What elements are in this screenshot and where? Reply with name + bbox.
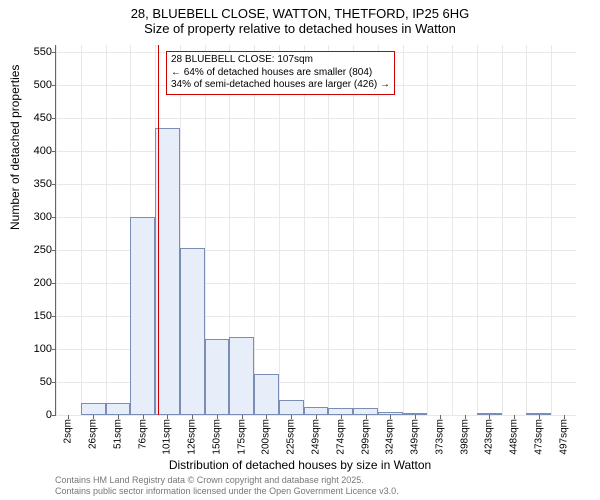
xtick-mark xyxy=(167,415,168,419)
xtick-mark xyxy=(242,415,243,419)
marker-line xyxy=(158,45,159,415)
xtick-mark xyxy=(93,415,94,419)
xtick-label: 324sqm xyxy=(385,419,396,455)
gridline-v xyxy=(526,45,527,415)
xtick-mark xyxy=(390,415,391,419)
xtick-label: 448sqm xyxy=(509,419,520,455)
gridline-h xyxy=(56,151,576,152)
xtick-mark xyxy=(564,415,565,419)
x-axis-label: Distribution of detached houses by size … xyxy=(0,458,600,472)
xtick-label: 175sqm xyxy=(236,419,247,455)
ytick-mark xyxy=(52,415,56,416)
annotation-box: 28 BLUEBELL CLOSE: 107sqm ← 64% of detac… xyxy=(166,51,395,95)
xtick-mark xyxy=(316,415,317,419)
xtick-label: 51sqm xyxy=(112,419,123,449)
histogram-bar xyxy=(180,248,205,415)
xtick-mark xyxy=(415,415,416,419)
gridline-h xyxy=(56,184,576,185)
histogram-bar xyxy=(205,339,230,415)
annotation-line: ← 64% of detached houses are smaller (80… xyxy=(171,67,390,80)
plot-area: 0501001502002503003504004505005502sqm26s… xyxy=(55,45,576,416)
xtick-label: 76sqm xyxy=(137,419,148,449)
xtick-label: 225sqm xyxy=(286,419,297,455)
xtick-label: 26sqm xyxy=(88,419,99,449)
gridline-v xyxy=(254,45,255,415)
annotation-line: 28 BLUEBELL CLOSE: 107sqm xyxy=(171,54,390,67)
title-line2: Size of property relative to detached ho… xyxy=(0,21,600,36)
histogram-bar xyxy=(229,337,254,415)
xtick-mark xyxy=(366,415,367,419)
gridline-v xyxy=(477,45,478,415)
xtick-mark xyxy=(217,415,218,419)
footer-attribution: Contains HM Land Registry data © Crown c… xyxy=(55,475,399,497)
gridline-v xyxy=(452,45,453,415)
xtick-label: 497sqm xyxy=(558,419,569,455)
xtick-label: 101sqm xyxy=(162,419,173,455)
xtick-mark xyxy=(291,415,292,419)
title-block: 28, BLUEBELL CLOSE, WATTON, THETFORD, IP… xyxy=(0,0,600,36)
xtick-mark xyxy=(68,415,69,419)
footer-line2: Contains public sector information licen… xyxy=(55,486,399,497)
gridline-v xyxy=(378,45,379,415)
xtick-mark xyxy=(514,415,515,419)
xtick-label: 398sqm xyxy=(459,419,470,455)
xtick-label: 2sqm xyxy=(63,419,74,443)
histogram-bar xyxy=(353,408,378,415)
histogram-bar xyxy=(254,374,279,415)
xtick-mark xyxy=(118,415,119,419)
xtick-label: 299sqm xyxy=(360,419,371,455)
histogram-bar xyxy=(106,403,131,415)
histogram-bar xyxy=(81,403,106,415)
gridline-v xyxy=(551,45,552,415)
histogram-bar xyxy=(304,407,329,415)
xtick-label: 423sqm xyxy=(484,419,495,455)
xtick-label: 473sqm xyxy=(533,419,544,455)
gridline-v xyxy=(81,45,82,415)
xtick-mark xyxy=(341,415,342,419)
gridline-v xyxy=(427,45,428,415)
gridline-v xyxy=(502,45,503,415)
title-line1: 28, BLUEBELL CLOSE, WATTON, THETFORD, IP… xyxy=(0,6,600,21)
gridline-h xyxy=(56,118,576,119)
xtick-mark xyxy=(489,415,490,419)
gridline-v xyxy=(56,45,57,415)
gridline-v xyxy=(106,45,107,415)
xtick-mark xyxy=(266,415,267,419)
gridline-v xyxy=(353,45,354,415)
xtick-mark xyxy=(539,415,540,419)
annotation-line: 34% of semi-detached houses are larger (… xyxy=(171,79,390,92)
gridline-v xyxy=(279,45,280,415)
histogram-bar xyxy=(279,400,304,415)
xtick-label: 349sqm xyxy=(410,419,421,455)
xtick-label: 274sqm xyxy=(335,419,346,455)
xtick-label: 150sqm xyxy=(211,419,222,455)
gridline-v xyxy=(304,45,305,415)
xtick-label: 200sqm xyxy=(261,419,272,455)
xtick-mark xyxy=(143,415,144,419)
chart-container: 28, BLUEBELL CLOSE, WATTON, THETFORD, IP… xyxy=(0,0,600,500)
histogram-bar xyxy=(328,408,353,415)
xtick-mark xyxy=(465,415,466,419)
footer-line1: Contains HM Land Registry data © Crown c… xyxy=(55,475,399,486)
xtick-label: 373sqm xyxy=(434,419,445,455)
y-axis-label: Number of detached properties xyxy=(8,65,22,230)
xtick-mark xyxy=(192,415,193,419)
gridline-v xyxy=(403,45,404,415)
histogram-bar xyxy=(130,217,155,415)
xtick-mark xyxy=(440,415,441,419)
gridline-v xyxy=(328,45,329,415)
xtick-label: 126sqm xyxy=(187,419,198,455)
xtick-label: 249sqm xyxy=(311,419,322,455)
